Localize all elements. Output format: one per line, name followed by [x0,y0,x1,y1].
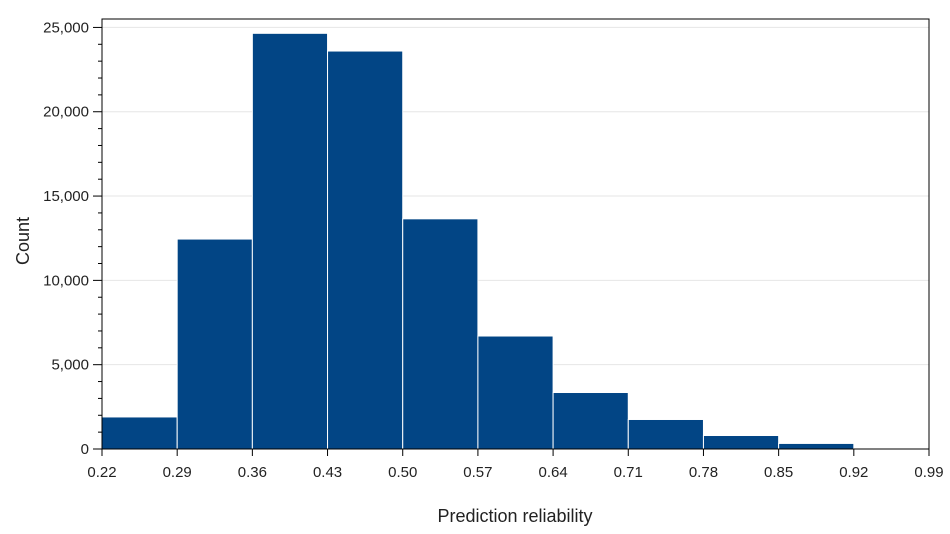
x-tick-label: 0.50 [388,464,417,481]
histogram-bar [101,416,178,450]
x-tick-label: 0.29 [163,464,192,481]
x-tick-label: 0.64 [538,464,567,481]
y-tick-label: 15,000 [43,188,89,205]
x-tick-label: 0.43 [313,464,342,481]
histogram-bars [101,32,930,450]
x-tick-label: 0.92 [839,464,868,481]
histogram-bar [176,238,253,450]
x-tick-label: 0.22 [87,464,116,481]
y-axis-ticks: 0 5,000 10,000 15,000 20,000 25,000 [43,19,102,458]
histogram-bar [627,418,704,450]
histogram-bar [402,218,479,450]
x-tick-label: 0.71 [614,464,643,481]
x-tick-label: 0.85 [764,464,793,481]
x-axis-label: Prediction reliability [437,506,592,526]
x-tick-label: 0.36 [238,464,267,481]
x-tick-label: 0.99 [914,464,943,481]
x-tick-label: 0.78 [689,464,718,481]
y-tick-label: 5,000 [51,357,89,374]
histogram-bar [552,392,629,450]
histogram-bar [477,335,554,450]
x-tick-label: 0.57 [463,464,492,481]
plot-frame [101,18,930,450]
y-tick-label: 0 [81,441,89,458]
y-tick-label: 25,000 [43,19,89,36]
histogram-bar [778,442,855,450]
histogram-bar [327,50,404,450]
histogram-bar [251,32,329,450]
y-tick-label: 10,000 [43,272,89,289]
y-tick-label: 20,000 [43,104,89,121]
x-axis-ticks: 0.22 0.29 0.36 0.43 0.50 0.57 0.64 0.71 0.78 0.85… [87,449,944,481]
histogram-bar [702,435,780,450]
y-axis-label: Count [13,217,33,265]
